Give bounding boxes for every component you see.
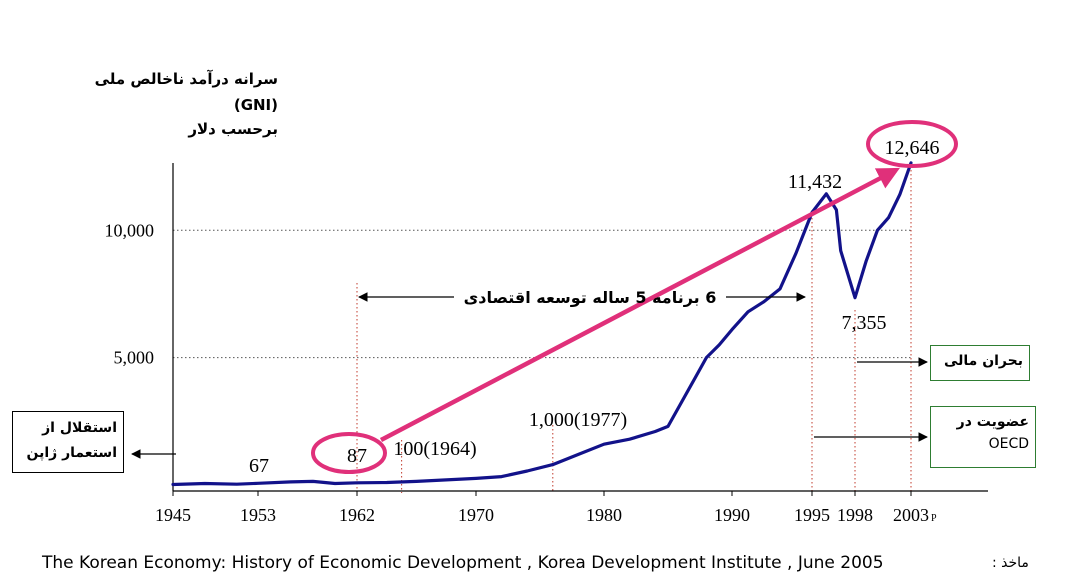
y-tick-label-5000: 5,000	[114, 348, 155, 368]
gni-series-line	[171, 161, 913, 487]
trend-arrow	[379, 167, 900, 442]
source-citation: The Korean Economy: History of Economic …	[42, 553, 884, 573]
independence-text: استقلال از استعمار ژاپن	[26, 420, 117, 461]
oecd-box: عضویت در OECD	[930, 406, 1036, 468]
source-label: ماخذ :	[992, 555, 1029, 571]
y-axis-label-line-3: برحسب دلار	[188, 120, 278, 138]
oecd-line-1: عضویت در	[956, 414, 1029, 430]
x-tick-label-1990: 1990	[714, 505, 750, 525]
highlight-ellipse-87	[311, 432, 387, 474]
highlight-ellipse-12646	[866, 120, 958, 168]
x-tick-suffix: P	[931, 513, 937, 524]
oecd-line-2: OECD	[988, 436, 1029, 452]
financial-crisis-text: بحران مالی	[943, 353, 1023, 369]
data-label-12646: 12,646	[885, 137, 940, 159]
x-tick-label-1962: 1962	[339, 505, 375, 525]
annotation-labels: 67 87 100(1964) 1,000(1977) 11,432 7,355 12,64…	[249, 137, 940, 477]
x-tick-label-1980: 1980	[586, 505, 622, 525]
event-arrows: 6 برنامه 5 ساله توسعه اقتصادی	[131, 288, 928, 459]
highlight-layer	[311, 120, 958, 474]
data-label-7355: 7,355	[842, 312, 887, 334]
x-tick-label-1953: 1953	[240, 505, 276, 525]
financial-crisis-box: بحران مالی	[930, 345, 1030, 381]
x-tick-label-1970: 1970	[458, 505, 494, 525]
data-label-87: 87	[347, 445, 367, 467]
data-label-10001977: 1,000(1977)	[529, 409, 627, 431]
series-layer	[171, 161, 913, 487]
x-tick-label-1995: 1995	[794, 505, 830, 525]
data-label-1001964: 100(1964)	[393, 438, 476, 460]
y-axis-label-line-2: (GNI)	[233, 96, 278, 114]
x-tick-label-2003: 2003	[893, 505, 929, 525]
period-label: 6 برنامه 5 ساله توسعه اقتصادی	[464, 288, 717, 307]
year-guide-lines	[356, 170, 912, 493]
x-tick-label-1998: 1998	[837, 505, 873, 525]
y-tick-label-10000: 10,000	[105, 220, 155, 240]
y-axis-label-line-1: سرانه درآمد ناخالص ملی	[94, 70, 278, 88]
axes	[172, 163, 988, 492]
data-label-67: 67	[249, 455, 269, 477]
x-tick-label-1945: 1945	[155, 505, 191, 525]
tick-labels: 1945 1953 1962 1970 1980 1990 1995 1998 2003 P 10,…	[105, 220, 938, 525]
data-label-11432: 11,432	[788, 171, 842, 193]
grid-lines	[173, 229, 913, 359]
independence-box: استقلال از استعمار ژاپن	[12, 411, 124, 473]
